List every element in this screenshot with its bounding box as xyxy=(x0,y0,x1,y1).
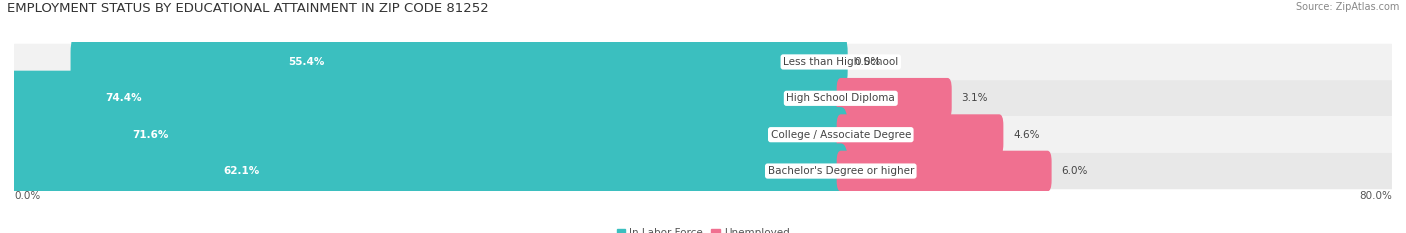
Text: 80.0%: 80.0% xyxy=(1360,191,1392,201)
Text: 0.0%: 0.0% xyxy=(855,57,880,67)
Text: 4.6%: 4.6% xyxy=(1014,130,1039,140)
Text: College / Associate Degree: College / Associate Degree xyxy=(770,130,911,140)
FancyBboxPatch shape xyxy=(837,78,952,119)
FancyBboxPatch shape xyxy=(0,144,848,199)
Text: Source: ZipAtlas.com: Source: ZipAtlas.com xyxy=(1295,2,1399,12)
Text: 3.1%: 3.1% xyxy=(962,93,988,103)
Text: 74.4%: 74.4% xyxy=(105,93,142,103)
FancyBboxPatch shape xyxy=(0,107,848,162)
Text: 0.0%: 0.0% xyxy=(14,191,41,201)
Text: EMPLOYMENT STATUS BY EDUCATIONAL ATTAINMENT IN ZIP CODE 81252: EMPLOYMENT STATUS BY EDUCATIONAL ATTAINM… xyxy=(7,2,489,15)
Text: High School Diploma: High School Diploma xyxy=(786,93,896,103)
Text: Less than High School: Less than High School xyxy=(783,57,898,67)
Text: 62.1%: 62.1% xyxy=(224,166,260,176)
FancyBboxPatch shape xyxy=(0,71,848,126)
FancyBboxPatch shape xyxy=(70,34,848,89)
Text: 55.4%: 55.4% xyxy=(288,57,325,67)
Legend: In Labor Force, Unemployed: In Labor Force, Unemployed xyxy=(613,224,793,233)
FancyBboxPatch shape xyxy=(14,153,1392,189)
FancyBboxPatch shape xyxy=(14,116,1392,153)
FancyBboxPatch shape xyxy=(837,151,1052,192)
Text: 6.0%: 6.0% xyxy=(1062,166,1088,176)
Text: 71.6%: 71.6% xyxy=(132,130,169,140)
Text: Bachelor's Degree or higher: Bachelor's Degree or higher xyxy=(768,166,914,176)
FancyBboxPatch shape xyxy=(14,80,1392,116)
FancyBboxPatch shape xyxy=(837,114,1004,155)
FancyBboxPatch shape xyxy=(14,44,1392,80)
